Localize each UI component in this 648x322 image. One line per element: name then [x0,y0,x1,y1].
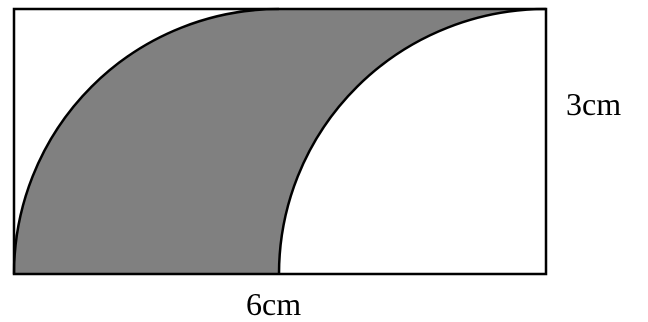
right-quarter-arc [277,7,547,275]
width-dimension-label: 6cm [246,286,302,322]
height-dimension-label: 3cm [566,86,622,122]
left-quarter-arc [12,7,280,275]
shaded-region [14,9,546,274]
